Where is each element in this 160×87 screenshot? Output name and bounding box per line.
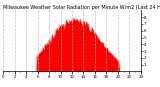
Text: Milwaukee Weather Solar Radiation per Minute W/m2 (Last 24 Hours): Milwaukee Weather Solar Radiation per Mi… bbox=[3, 5, 160, 10]
